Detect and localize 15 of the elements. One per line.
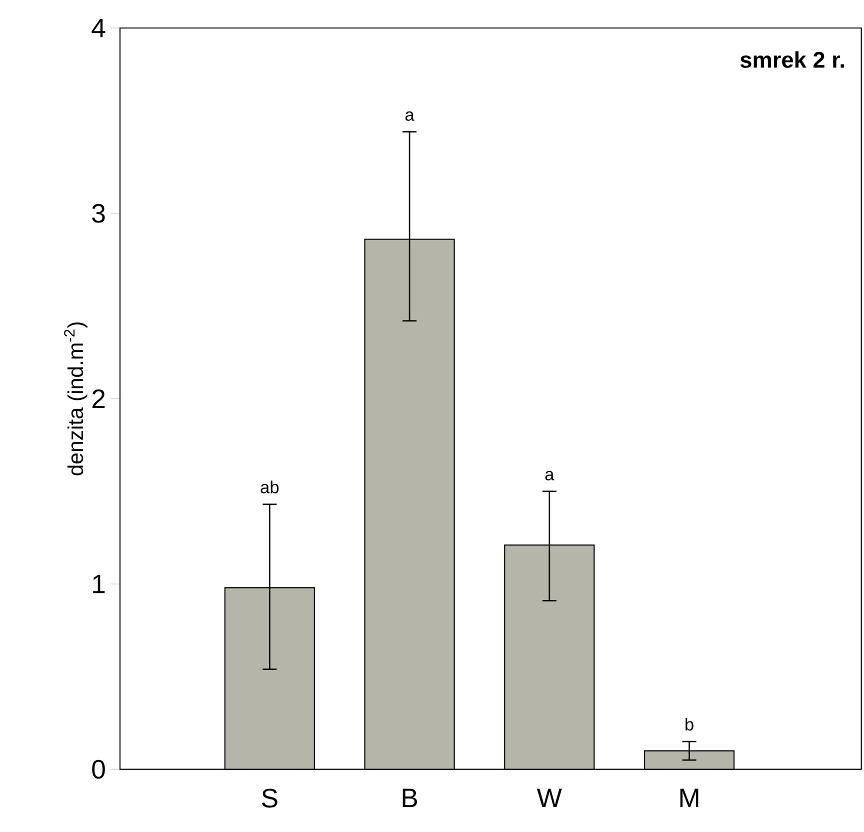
annotation: ab	[260, 480, 279, 494]
x-tick-label: B	[402, 788, 418, 808]
x-tick-label: M	[680, 788, 698, 808]
y-tick-label: 1	[93, 574, 105, 594]
annotation: smrek 2 r.	[740, 51, 844, 68]
y-tick-label: 2	[92, 389, 105, 408]
x-tick-label: W	[536, 788, 562, 808]
y-tick-label: 0	[92, 760, 105, 779]
y-axis-title: denzita (ind.m$^{-2}$)	[64, 322, 88, 476]
annotation: a	[545, 470, 554, 480]
annotation: b	[686, 718, 694, 731]
annotation: a	[405, 111, 414, 121]
x-tick-label: S	[262, 788, 278, 808]
y-tick-label: 4	[92, 18, 106, 38]
y-tick-label: 3	[92, 204, 105, 223]
